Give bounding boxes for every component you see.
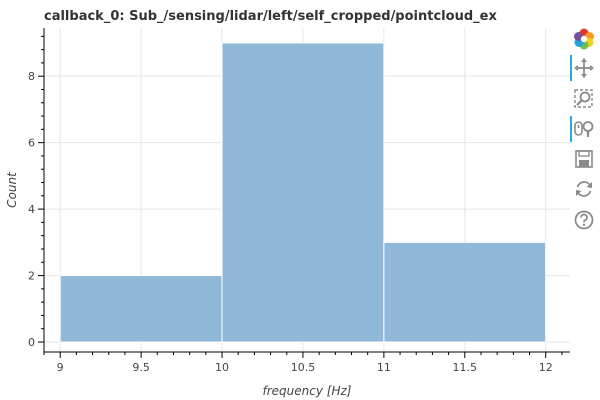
y-axis-label: Count xyxy=(5,171,19,208)
help-icon xyxy=(574,210,594,230)
wheel-zoom-icon xyxy=(574,121,594,137)
save-tool[interactable] xyxy=(568,146,600,172)
wheel-zoom-tool[interactable] xyxy=(568,116,600,142)
y-tick-label: 8 xyxy=(28,70,35,83)
x-tick-label: 10.5 xyxy=(291,361,316,374)
y-tick-label: 0 xyxy=(28,336,35,349)
x-axis-label: frequency [Hz] xyxy=(263,384,352,398)
histogram-bar xyxy=(221,42,385,343)
axes: 9 9.5 10 10.5 11 11.5 12 0 2 4 6 8 xyxy=(28,28,570,374)
histogram-bar xyxy=(383,241,547,343)
bokeh-logo[interactable] xyxy=(568,26,600,52)
x-tick-label: 12 xyxy=(539,361,553,374)
reset-icon xyxy=(576,181,592,197)
pan-tool[interactable] xyxy=(568,55,600,81)
box-zoom-icon xyxy=(574,89,593,108)
histogram-bar xyxy=(59,275,223,343)
x-tick-label: 11.5 xyxy=(453,361,478,374)
pan-icon xyxy=(574,58,594,78)
y-tick-label: 4 xyxy=(28,203,35,216)
x-tick-label: 10 xyxy=(215,361,229,374)
save-icon xyxy=(575,150,593,168)
reset-tool[interactable] xyxy=(568,176,600,202)
chart-title: callback_0: Sub_/sensing/lidar/left/self… xyxy=(44,9,497,24)
histogram-bars xyxy=(59,42,547,343)
y-tick-label: 6 xyxy=(28,137,35,150)
chart-toolbar xyxy=(568,24,600,264)
help-tool[interactable] xyxy=(568,207,600,233)
x-tick-label: 9 xyxy=(57,361,64,374)
x-tick-label: 9.5 xyxy=(132,361,150,374)
y-tick-label: 2 xyxy=(28,270,35,283)
box-zoom-tool[interactable] xyxy=(568,86,600,112)
x-tick-label: 11 xyxy=(377,361,391,374)
bokeh-logo-icon xyxy=(574,28,594,50)
